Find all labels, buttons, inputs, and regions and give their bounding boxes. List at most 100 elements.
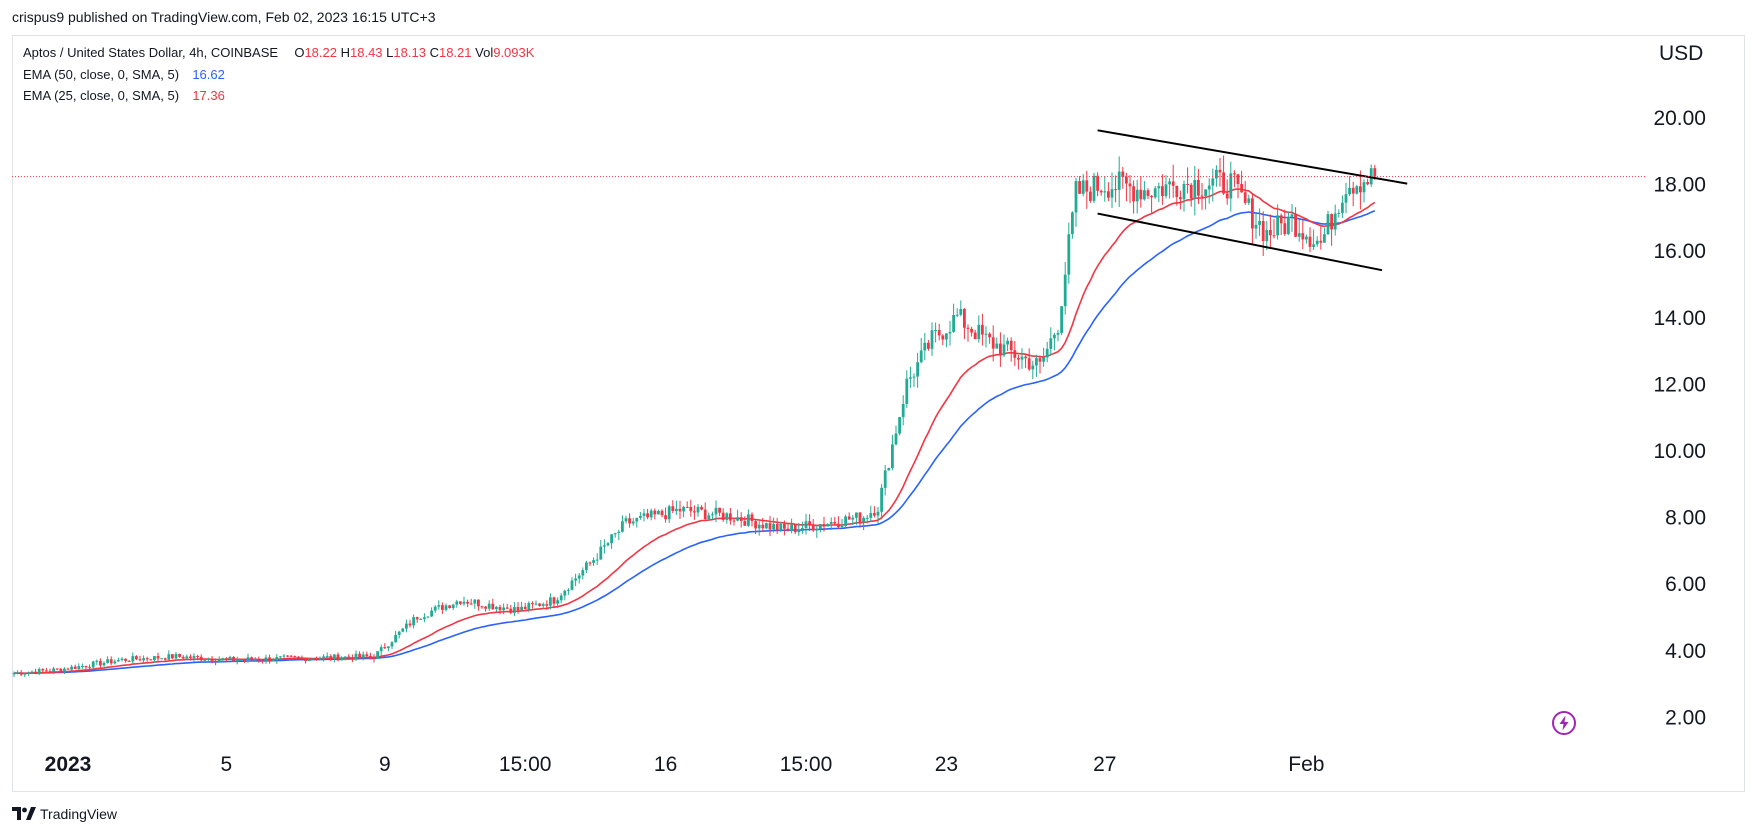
candle-body	[1171, 181, 1175, 186]
candle-body	[1225, 193, 1229, 199]
candle-body	[221, 658, 225, 660]
candle-body	[581, 570, 585, 576]
candle-body	[1031, 365, 1035, 370]
candle-body	[48, 671, 52, 673]
candle-body	[138, 659, 142, 661]
candle-body	[833, 521, 837, 524]
candle-body	[153, 656, 156, 661]
candle-body	[192, 655, 196, 658]
open-label: O	[294, 45, 305, 60]
candle-body	[768, 523, 772, 530]
candle-body	[563, 590, 567, 596]
candle-body	[592, 560, 595, 563]
candle-body	[408, 623, 412, 626]
candle-body	[1110, 189, 1114, 198]
candle-body	[981, 324, 984, 335]
candle-body	[376, 651, 379, 659]
candle-body	[1175, 185, 1179, 198]
candle-body	[973, 332, 977, 340]
candle-body	[178, 654, 181, 657]
candle-body	[1341, 202, 1344, 213]
candle-body	[894, 433, 898, 445]
candle-body	[63, 668, 66, 672]
legend-symbol[interactable]: Aptos / United States Dollar, 4h, COINBA…	[23, 45, 279, 60]
legend-ema50-row[interactable]: EMA (50, close, 0, SMA, 5) 16.62	[23, 67, 225, 82]
candle-body	[1337, 212, 1341, 214]
candle-body	[628, 518, 631, 524]
candle-body	[358, 653, 361, 658]
candle-body	[289, 655, 293, 657]
candle-body	[945, 333, 948, 340]
candle-body	[66, 668, 70, 670]
candle-body	[613, 533, 617, 535]
candle-body	[81, 665, 84, 667]
candle-body	[1251, 198, 1254, 229]
candle-body	[163, 658, 167, 660]
candle-body	[156, 656, 160, 659]
candle-body	[1132, 186, 1135, 202]
candle-body	[203, 659, 207, 661]
candle-body	[433, 606, 437, 611]
candle-body	[606, 543, 610, 546]
candle-body	[124, 658, 127, 661]
candle-body	[1157, 186, 1161, 189]
candle-body	[340, 658, 343, 661]
candle-body	[862, 517, 865, 523]
x-tick-label: 15:00	[780, 753, 833, 776]
candle-body	[840, 526, 844, 528]
candle-body	[653, 510, 657, 515]
candle-body	[23, 673, 27, 675]
candle-body	[415, 617, 419, 620]
candle-body	[480, 606, 484, 608]
x-tick-label: 27	[1093, 753, 1116, 776]
candle-body	[325, 656, 329, 658]
candle-body	[577, 575, 581, 579]
candle-body	[851, 517, 855, 520]
candle-body	[99, 660, 102, 666]
candle-body	[257, 659, 261, 661]
footer: TradingView	[12, 806, 117, 822]
candle-body	[822, 524, 826, 527]
candle-body	[109, 659, 113, 664]
low-label: L	[386, 45, 394, 60]
tradingview-logo-icon	[12, 807, 36, 820]
candle-body	[624, 518, 628, 522]
legend-symbol-row: Aptos / United States Dollar, 4h, COINBA…	[23, 45, 534, 60]
candle-body	[941, 335, 945, 340]
candle-body	[1179, 197, 1182, 200]
low-value: 18.13	[393, 45, 426, 60]
candle-body	[1182, 183, 1186, 200]
candle-body	[916, 362, 919, 377]
currency-label[interactable]: USD	[1659, 42, 1704, 65]
candle-body	[1272, 235, 1276, 237]
close-value: 18.21	[438, 45, 472, 60]
candle-body	[934, 330, 937, 332]
footer-brand[interactable]: TradingView	[40, 806, 118, 822]
candle-body	[599, 546, 603, 560]
candle-body	[1323, 234, 1326, 243]
lightning-icon[interactable]	[1551, 710, 1577, 736]
candle-body	[815, 528, 819, 531]
candle-body	[1297, 233, 1301, 237]
candle-body	[135, 656, 138, 660]
candle-body	[333, 654, 336, 659]
candle-body	[1279, 215, 1283, 224]
candle-body	[1020, 356, 1024, 360]
candle-body	[689, 506, 693, 512]
ema50-line	[13, 210, 1376, 675]
candle-body	[1330, 214, 1333, 230]
candle-body	[1085, 180, 1089, 192]
vol-value: 9.093K	[493, 45, 535, 60]
candle-body	[1114, 189, 1117, 191]
candle-body	[379, 647, 383, 652]
candle-body	[667, 506, 671, 520]
candle-body	[239, 659, 243, 661]
candle-body	[1247, 198, 1251, 203]
candle-body	[16, 672, 19, 674]
candle-body	[995, 343, 999, 349]
legend-ema25-row[interactable]: EMA (25, close, 0, SMA, 5) 17.36	[23, 88, 225, 103]
candle-body	[387, 646, 390, 649]
candle-body	[196, 655, 199, 657]
candle-body	[1207, 185, 1211, 190]
